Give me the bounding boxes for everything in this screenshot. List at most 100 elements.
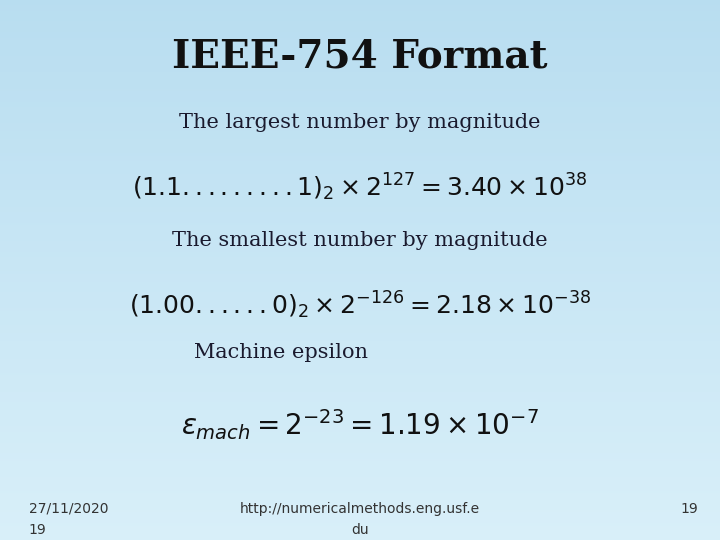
- Bar: [0, 233, 720, 236]
- Bar: [0, 99, 720, 102]
- Bar: [0, 260, 720, 263]
- Bar: [0, 279, 720, 281]
- Bar: [0, 266, 720, 268]
- Bar: [0, 45, 720, 48]
- Bar: [0, 80, 720, 83]
- Bar: [0, 335, 720, 338]
- Bar: [0, 91, 720, 94]
- Bar: [0, 118, 720, 120]
- Bar: [0, 53, 720, 56]
- Bar: [0, 461, 720, 464]
- Text: The largest number by magnitude: The largest number by magnitude: [179, 113, 541, 132]
- Bar: [0, 432, 720, 435]
- Bar: [0, 450, 720, 453]
- Bar: [0, 153, 720, 156]
- Bar: [0, 199, 720, 201]
- Bar: [0, 204, 720, 206]
- Bar: [0, 418, 720, 421]
- Bar: [0, 440, 720, 442]
- Bar: [0, 258, 720, 260]
- Bar: [0, 488, 720, 491]
- Bar: [0, 19, 720, 22]
- Bar: [0, 8, 720, 11]
- Bar: [0, 311, 720, 314]
- Bar: [0, 400, 720, 402]
- Bar: [0, 499, 720, 502]
- Bar: [0, 528, 720, 531]
- Bar: [0, 105, 720, 107]
- Bar: [0, 217, 720, 220]
- Bar: [0, 220, 720, 222]
- Bar: [0, 129, 720, 131]
- Bar: [0, 158, 720, 161]
- Text: $\left(1.00......0\right)_2 \times 2^{-126} = 2.18 \times 10^{-38}$: $\left(1.00......0\right)_2 \times 2^{-1…: [129, 289, 591, 321]
- Text: 19: 19: [29, 523, 47, 537]
- Bar: [0, 303, 720, 306]
- Bar: [0, 289, 720, 292]
- Bar: [0, 327, 720, 330]
- Bar: [0, 247, 720, 249]
- Bar: [0, 456, 720, 458]
- Bar: [0, 196, 720, 199]
- Bar: [0, 43, 720, 45]
- Bar: [0, 475, 720, 477]
- Bar: [0, 134, 720, 137]
- Bar: [0, 139, 720, 142]
- Bar: [0, 330, 720, 333]
- Bar: [0, 164, 720, 166]
- Bar: [0, 373, 720, 375]
- Bar: [0, 281, 720, 284]
- Bar: [0, 427, 720, 429]
- Bar: [0, 531, 720, 534]
- Bar: [0, 249, 720, 252]
- Bar: [0, 214, 720, 217]
- Bar: [0, 89, 720, 91]
- Bar: [0, 507, 720, 510]
- Bar: [0, 464, 720, 467]
- Bar: [0, 383, 720, 386]
- Bar: [0, 35, 720, 38]
- Bar: [0, 518, 720, 521]
- Bar: [0, 137, 720, 139]
- Bar: [0, 402, 720, 405]
- Bar: [0, 107, 720, 110]
- Bar: [0, 110, 720, 113]
- Bar: [0, 308, 720, 311]
- Bar: [0, 316, 720, 319]
- Bar: [0, 228, 720, 231]
- Bar: [0, 116, 720, 118]
- Bar: [0, 453, 720, 456]
- Bar: [0, 97, 720, 99]
- Bar: [0, 485, 720, 488]
- Bar: [0, 236, 720, 239]
- Bar: [0, 480, 720, 483]
- Bar: [0, 292, 720, 295]
- Bar: [0, 271, 720, 274]
- Bar: [0, 287, 720, 289]
- Bar: [0, 172, 720, 174]
- Bar: [0, 405, 720, 408]
- Bar: [0, 496, 720, 499]
- Bar: [0, 150, 720, 153]
- Text: du: du: [351, 523, 369, 537]
- Bar: [0, 512, 720, 515]
- Bar: [0, 477, 720, 480]
- Bar: [0, 284, 720, 287]
- Bar: [0, 193, 720, 196]
- Bar: [0, 191, 720, 193]
- Bar: [0, 435, 720, 437]
- Bar: [0, 521, 720, 523]
- Bar: [0, 241, 720, 244]
- Bar: [0, 56, 720, 59]
- Bar: [0, 338, 720, 341]
- Bar: [0, 397, 720, 400]
- Bar: [0, 525, 720, 528]
- Bar: [0, 5, 720, 8]
- Bar: [0, 14, 720, 16]
- Bar: [0, 392, 720, 394]
- Bar: [0, 131, 720, 134]
- Text: Machine epsilon: Machine epsilon: [194, 343, 369, 362]
- Bar: [0, 306, 720, 308]
- Bar: [0, 343, 720, 346]
- Bar: [0, 239, 720, 241]
